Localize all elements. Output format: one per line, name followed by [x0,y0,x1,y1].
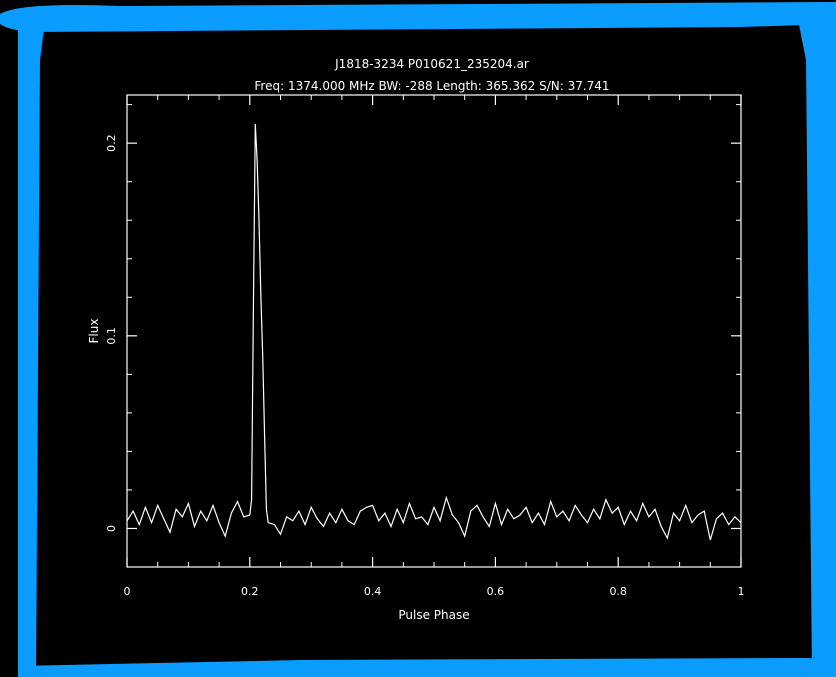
x-axis-tick-labels: 0 0.2 0.4 0.6 0.8 1 [124,585,745,598]
y-axis-label: Flux [87,319,101,344]
frame-right-edge [798,10,836,677]
pulse-profile-line [126,123,742,541]
frame-left-edge [18,20,44,677]
x-tick-label: 0 [124,585,131,598]
x-tick-label: 0.4 [364,585,382,598]
x-tick-label: 1 [738,585,745,598]
y-tick-label: 0.2 [105,134,118,152]
x-tick-label: 0.2 [241,585,259,598]
chart-title: J1818-3234 P010621_235204.ar [334,57,529,71]
y-tick-label: 0 [105,525,118,532]
y-axis-tick-labels: 0 0.1 0.2 [105,134,118,532]
y-axis-ticks [127,104,741,568]
chart-subtitle: Freq: 1374.000 MHz BW: -288 Length: 365.… [254,79,609,93]
x-axis-label: Pulse Phase [398,608,469,622]
x-tick-label: 0.8 [609,585,627,598]
frame-top-edge [0,2,836,32]
y-tick-label: 0.1 [105,327,118,345]
x-axis-ticks [126,95,742,567]
frame-bottom-edge [18,658,836,677]
x-tick-label: 0.6 [487,585,505,598]
plot-frame [126,94,742,568]
